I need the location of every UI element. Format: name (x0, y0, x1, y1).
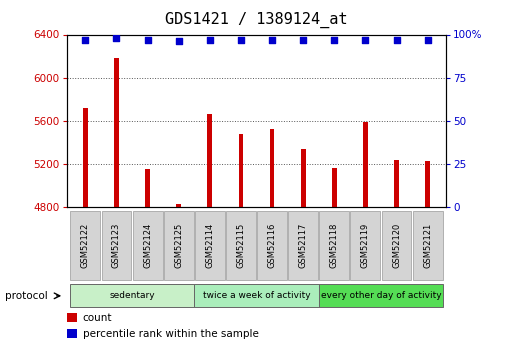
Bar (239, 134, 243, 207)
FancyBboxPatch shape (102, 211, 131, 280)
Text: percentile rank within the sample: percentile rank within the sample (83, 329, 259, 339)
FancyBboxPatch shape (195, 211, 225, 280)
Bar (67, 313, 77, 322)
FancyBboxPatch shape (257, 211, 287, 280)
Bar (270, 129, 274, 207)
FancyBboxPatch shape (382, 211, 411, 280)
Text: sedentary: sedentary (109, 291, 155, 300)
Point (361, 37, 369, 42)
Text: GSM52123: GSM52123 (112, 223, 121, 268)
Bar (301, 149, 306, 207)
Point (424, 37, 432, 42)
FancyBboxPatch shape (164, 211, 193, 280)
Text: GSM52118: GSM52118 (330, 223, 339, 268)
Text: GDS1421 / 1389124_at: GDS1421 / 1389124_at (165, 12, 348, 28)
Text: every other day of activity: every other day of activity (321, 291, 441, 300)
Text: GSM52124: GSM52124 (143, 223, 152, 268)
Point (268, 37, 276, 42)
Text: protocol: protocol (5, 291, 48, 301)
Point (299, 37, 307, 42)
Bar (207, 114, 212, 207)
Bar (67, 329, 77, 338)
Point (81, 37, 89, 42)
Text: GSM52125: GSM52125 (174, 223, 183, 268)
Bar (332, 168, 337, 207)
Text: GSM52119: GSM52119 (361, 223, 370, 268)
Bar (394, 159, 399, 207)
Text: GSM52114: GSM52114 (205, 223, 214, 268)
Bar (114, 58, 119, 207)
FancyBboxPatch shape (319, 284, 443, 307)
Text: GSM52116: GSM52116 (268, 223, 277, 268)
FancyBboxPatch shape (133, 211, 163, 280)
Bar (145, 169, 150, 207)
Point (330, 37, 339, 42)
Text: count: count (83, 313, 112, 323)
Point (392, 37, 401, 42)
Bar (425, 161, 430, 207)
FancyBboxPatch shape (70, 284, 194, 307)
Text: GSM52122: GSM52122 (81, 223, 90, 268)
Text: GSM52121: GSM52121 (423, 223, 432, 268)
Point (112, 35, 121, 41)
Text: twice a week of activity: twice a week of activity (203, 291, 310, 300)
Point (144, 37, 152, 42)
Point (237, 37, 245, 42)
Text: GSM52120: GSM52120 (392, 223, 401, 268)
FancyBboxPatch shape (70, 211, 101, 280)
FancyBboxPatch shape (320, 211, 349, 280)
Bar (176, 204, 181, 207)
Text: GSM52117: GSM52117 (299, 223, 308, 268)
Text: GSM52115: GSM52115 (236, 223, 245, 268)
Point (174, 39, 183, 44)
FancyBboxPatch shape (194, 284, 319, 307)
FancyBboxPatch shape (412, 211, 443, 280)
Bar (363, 122, 368, 207)
FancyBboxPatch shape (226, 211, 256, 280)
FancyBboxPatch shape (350, 211, 380, 280)
Point (206, 37, 214, 42)
Bar (83, 108, 88, 207)
FancyBboxPatch shape (288, 211, 318, 280)
